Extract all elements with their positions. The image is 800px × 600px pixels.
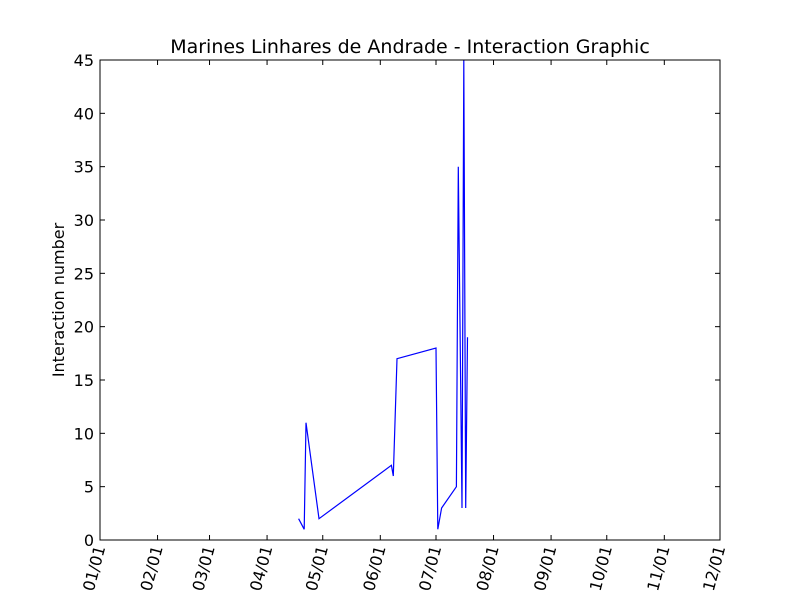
y-tick-label: 40 [74, 104, 94, 123]
y-tick-label: 30 [74, 211, 94, 230]
chart-title: Marines Linhares de Andrade - Interactio… [170, 36, 650, 58]
y-tick-label: 0 [84, 531, 94, 550]
series-line [298, 59, 469, 530]
y-tick-label: 20 [74, 318, 94, 337]
y-tick-label: 5 [84, 478, 94, 497]
y-axis-label: Interaction number [49, 222, 68, 377]
y-tick-label: 35 [74, 158, 94, 177]
y-tick-label: 25 [74, 264, 94, 283]
y-tick-label: 10 [74, 424, 94, 443]
y-tick-label: 15 [74, 371, 94, 390]
y-tick-label: 45 [74, 51, 94, 70]
plot-frame [99, 59, 721, 541]
